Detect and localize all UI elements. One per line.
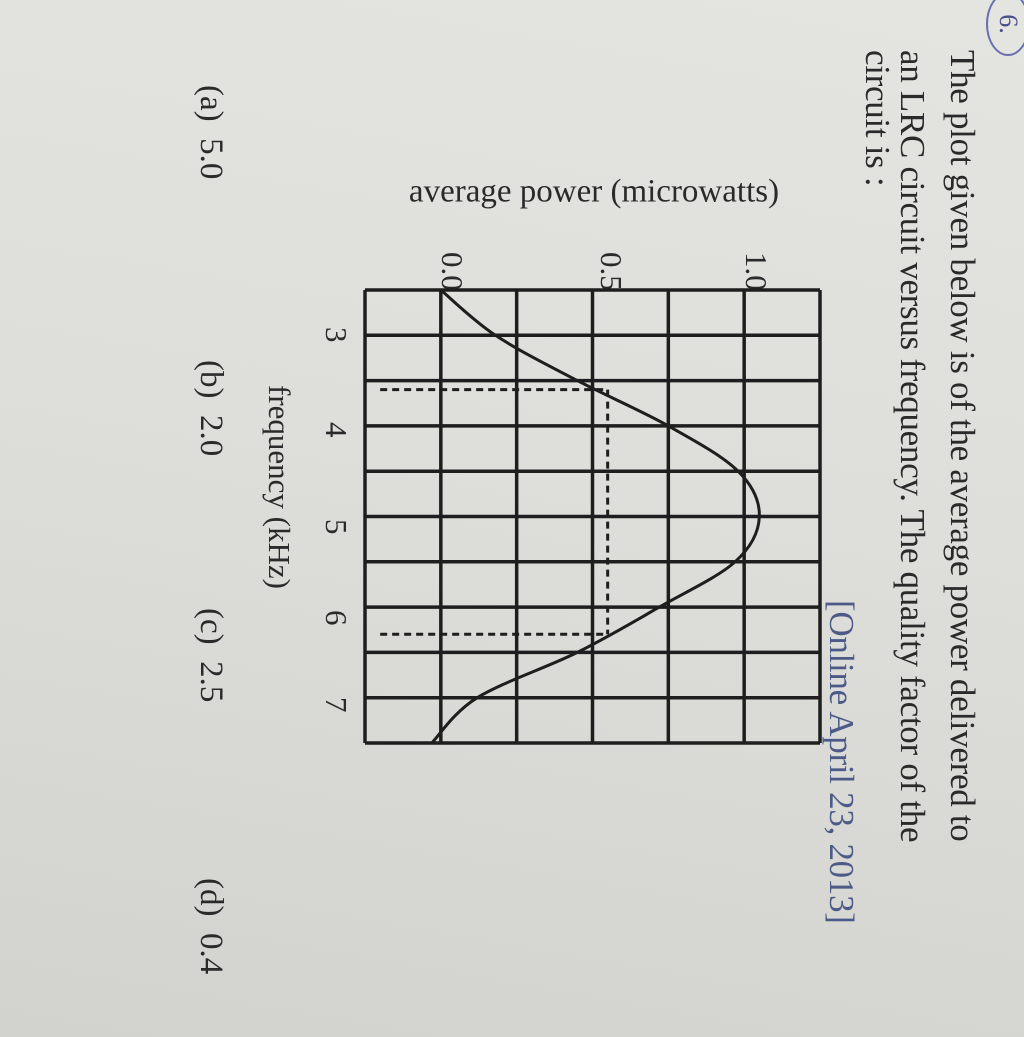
- option-label: (c): [193, 608, 229, 645]
- option-value: 0.4: [193, 932, 229, 975]
- option-value: 5.0: [193, 138, 229, 180]
- option-value: 2.5: [193, 661, 229, 703]
- option-c[interactable]: (c) 2.5: [192, 608, 229, 702]
- option-value: 2.0: [193, 414, 229, 457]
- option-label: (d): [193, 878, 229, 917]
- option-d[interactable]: (d) 0.4: [192, 878, 229, 974]
- option-b[interactable]: (b) 2.0: [192, 360, 229, 456]
- option-label: (b): [193, 360, 229, 399]
- option-label: (a): [193, 85, 229, 122]
- option-a[interactable]: (a) 5.0: [192, 85, 229, 179]
